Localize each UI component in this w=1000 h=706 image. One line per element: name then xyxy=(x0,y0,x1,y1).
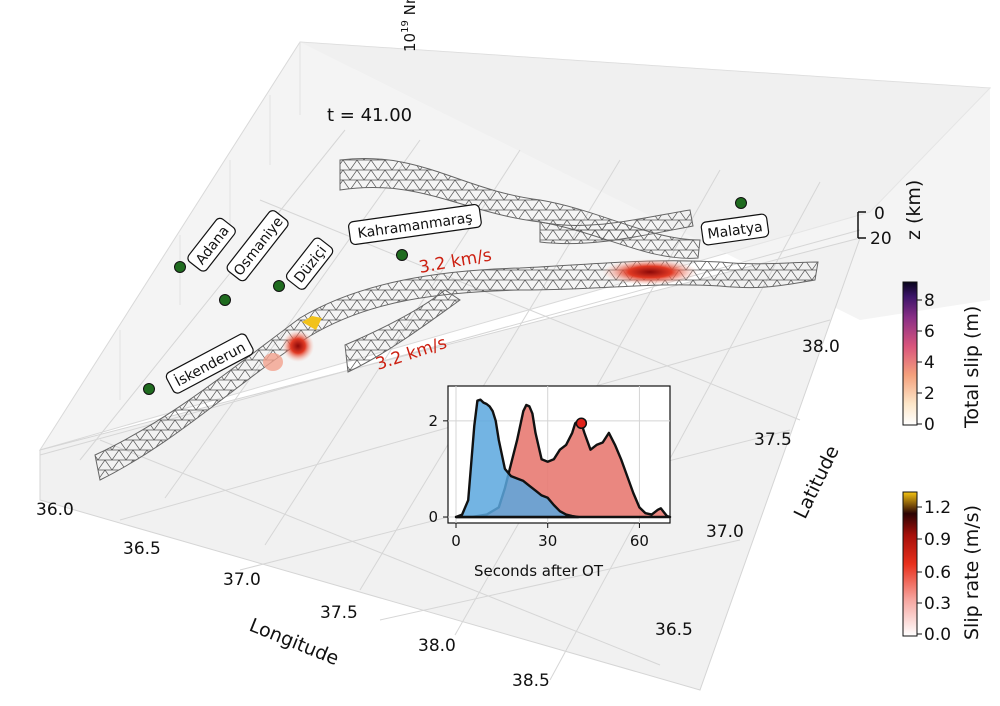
depth-axis: 0 20 z (km) xyxy=(857,180,925,249)
inset-y-label: 1019 Nm/s xyxy=(400,0,419,52)
city-marker-iskenderun xyxy=(143,383,155,395)
depth-tick: 0 xyxy=(874,204,885,224)
latitude-tick: 38.0 xyxy=(802,337,840,357)
slip-rate-tick: 0.3 xyxy=(924,594,951,614)
svg-text:Malatya: Malatya xyxy=(707,219,764,243)
total-slip-tick: 0 xyxy=(924,415,935,435)
slip-rate-tick: 0.6 xyxy=(924,563,951,583)
total-slip-tick: 6 xyxy=(924,322,935,342)
total-slip-colorbar: 0 2 4 6 8 Total slip (m) xyxy=(902,281,983,435)
moment-rate-area-event1 xyxy=(454,398,580,519)
total-slip-tick: 2 xyxy=(924,384,935,404)
slip-rate-colorbar: 0.0 0.3 0.6 0.9 1.2 Slip rate (m/s) xyxy=(902,491,983,645)
city-label-malatya: Malatya xyxy=(700,213,770,246)
latitude-tick: 37.0 xyxy=(706,522,744,542)
city-label-duzici: Düziçi xyxy=(285,237,334,290)
city-marker-osmaniye xyxy=(219,294,231,306)
slip-rate-peak-patch xyxy=(302,316,322,330)
fault-segment-narli xyxy=(344,289,461,373)
slip-patch-west xyxy=(263,353,283,371)
time-label: t = 41.00 xyxy=(327,105,412,126)
total-slip-tick: 4 xyxy=(924,353,935,373)
longitude-tick: 37.0 xyxy=(223,570,261,590)
longitude-tick: 36.0 xyxy=(36,500,74,520)
city-marker-duzici xyxy=(273,280,285,292)
inset-x-tick: 30 xyxy=(538,532,557,550)
slip-rate-hotspot-east xyxy=(602,259,698,285)
inset-y-tick: 0 xyxy=(428,508,438,526)
total-slip-tick: 8 xyxy=(924,291,935,311)
city-marker-malatya xyxy=(735,197,747,209)
longitude-tick: 36.5 xyxy=(123,539,161,559)
fault-segment-north-link xyxy=(539,209,694,245)
city-markers xyxy=(143,197,747,395)
fault-meshes xyxy=(94,157,819,481)
longitude-tick: 38.5 xyxy=(512,671,550,691)
inset-x-label: Seconds after OT xyxy=(474,562,604,580)
current-time-marker xyxy=(575,417,588,429)
city-marker-adana xyxy=(174,261,186,273)
city-marker-kahramanmaras xyxy=(396,249,408,261)
back-wall-gridlines xyxy=(119,42,301,400)
slip-rate-tick: 0.9 xyxy=(924,530,951,550)
inset-y-tick: 2 xyxy=(428,412,438,430)
depth-tick: 20 xyxy=(870,229,892,249)
fault-segment-east-anatolian xyxy=(94,260,819,481)
inset-series xyxy=(454,398,672,519)
longitude-tick: 38.0 xyxy=(418,636,456,656)
latitude-axis-label: Latitude xyxy=(790,442,844,522)
inset-ticks: 0 30 60 0 2 xyxy=(428,412,649,550)
moment-rate-inset: 0 30 60 0 2 1019 Nm/s Seconds after OT xyxy=(400,0,672,580)
slip-rate-tick: 1.2 xyxy=(924,498,951,518)
latitude-tick: 37.5 xyxy=(754,430,792,450)
slip-rate-label: Slip rate (m/s) xyxy=(961,505,983,640)
slip-rate-hotspot-west xyxy=(282,330,314,362)
slip-rate-tick: 0.0 xyxy=(924,625,951,645)
inset-x-tick: 0 xyxy=(451,532,461,550)
inset-x-tick: 60 xyxy=(630,532,649,550)
longitude-tick: 37.5 xyxy=(320,603,358,623)
total-slip-label: Total slip (m) xyxy=(961,306,983,429)
latitude-tick: 36.5 xyxy=(655,620,693,640)
depth-axis-label: z (km) xyxy=(903,180,925,240)
